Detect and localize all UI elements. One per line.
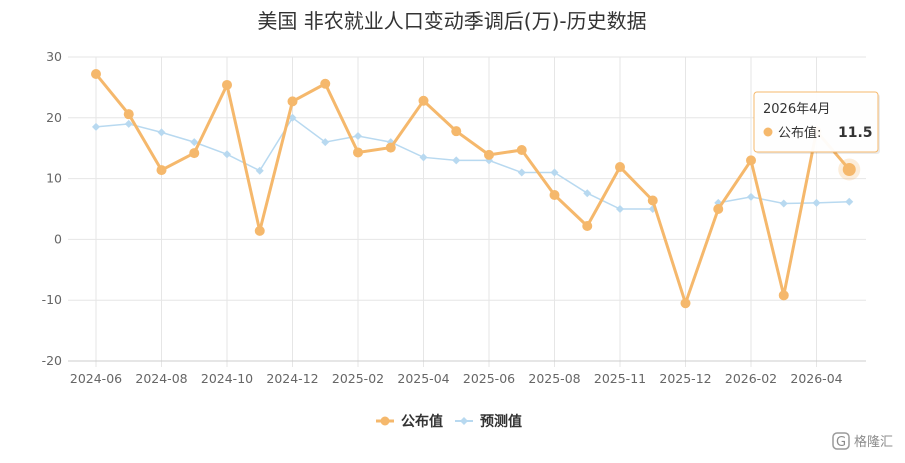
tooltip-value: 11.5 [838,125,873,141]
legend[interactable]: 公布值 预测值 [376,413,522,430]
forecast-point[interactable] [747,192,755,201]
published-point[interactable] [582,221,593,232]
watermark-icon-glyph: G [836,435,846,450]
published-point[interactable] [123,109,134,120]
x-tick-label: 2024-06 [70,371,122,386]
published-point[interactable] [680,298,691,309]
y-tick-label: 20 [46,110,62,125]
published-point[interactable] [484,149,494,160]
forecast-point[interactable] [255,166,264,175]
x-tick-label: 2025-04 [397,371,449,386]
y-tick-label: 10 [46,171,62,186]
x-tick-label: 2025-08 [528,371,580,386]
published-point[interactable] [746,155,756,166]
x-tick-label: 2024-10 [201,371,253,386]
axes: -20 -10 0 10 20 30 2024-06 2024-08 2024-10 2024-1… [42,49,866,386]
forecast-point[interactable] [845,197,854,206]
legend-swatch-published-marker [380,416,390,426]
tooltip-box [753,91,879,153]
forecast-point[interactable] [157,128,166,137]
forecast-point[interactable] [92,122,100,131]
published-point[interactable] [385,142,396,153]
forecast-point[interactable] [321,138,330,147]
forecast-point[interactable] [223,150,231,159]
forecast-point[interactable] [452,156,461,165]
published-point[interactable] [778,290,789,301]
x-tick-label: 2024-08 [135,371,187,386]
series-line-forecast [95,116,653,210]
x-tick-label: 2025-02 [332,371,384,386]
plot-area[interactable] [91,69,861,309]
forecast-point[interactable] [779,199,788,208]
published-point[interactable] [647,195,658,206]
chart-title: 美国 非农就业人口变动季调后(万)-历史数据 [257,9,646,33]
x-tick-label: 2026-04 [790,371,842,386]
grid [68,56,866,367]
x-tick-label: 2024-12 [266,371,318,386]
forecast-point[interactable] [288,113,297,122]
series-line-published [94,73,851,308]
y-tick-label: -20 [42,353,62,368]
y-tick-label: -10 [42,292,62,307]
forecast-point[interactable] [616,205,624,213]
legend-label-published[interactable]: 公布值 [401,413,443,430]
published-point[interactable] [287,96,298,107]
published-point[interactable] [549,190,560,201]
x-tick-label: 2026-02 [725,371,777,386]
forecast-point[interactable] [354,132,362,141]
legend-label-forecast[interactable]: 预测值 [480,413,522,430]
forecast-point[interactable] [583,189,592,198]
watermark-text: 格隆汇 [854,434,893,450]
tooltip-marker [763,127,773,137]
gelonghui-logo-icon [832,432,850,450]
watermark: G 格隆汇 [832,432,893,450]
x-tick-label: 2025-06 [463,371,515,386]
y-tick-label: 30 [46,49,62,64]
published-point[interactable] [222,79,232,90]
tooltip-series-name: 公布值: [778,125,821,141]
y-tick-label: 0 [54,231,62,246]
published-point[interactable] [842,162,856,176]
published-point[interactable] [451,126,462,137]
published-point[interactable] [254,225,265,236]
tooltip-date: 2026年4月 [763,102,830,117]
forecast-point[interactable] [190,138,199,147]
forecast-point[interactable] [517,168,526,177]
published-point[interactable] [615,162,625,173]
published-point[interactable] [713,204,724,214]
published-point[interactable] [418,95,429,106]
published-point[interactable] [353,147,363,158]
forecast-point[interactable] [419,153,428,162]
x-tick-label: 2025-12 [659,371,711,386]
published-point[interactable] [91,69,101,80]
published-point[interactable] [189,148,200,159]
published-point[interactable] [516,145,527,156]
forecast-point[interactable] [124,119,133,128]
legend-swatch-forecast-marker [460,417,468,425]
published-point[interactable] [156,165,167,176]
x-tick-label: 2025-11 [594,371,646,386]
forecast-point[interactable] [812,198,821,207]
published-point[interactable] [320,78,331,89]
forecast-point[interactable] [550,168,559,177]
